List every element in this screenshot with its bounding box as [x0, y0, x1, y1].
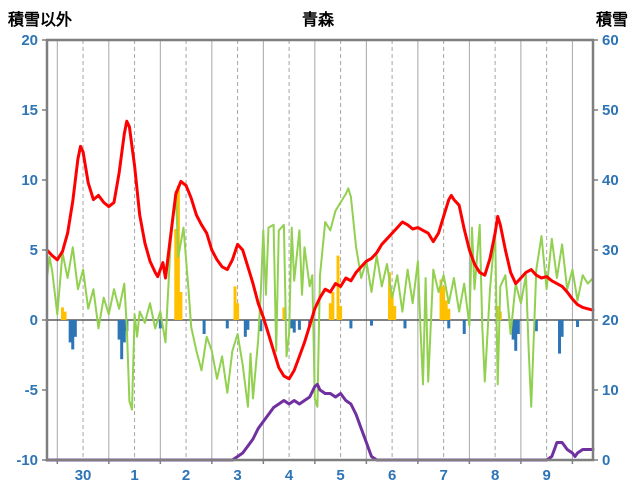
blue-bars — [292, 320, 296, 333]
blue-bars — [120, 320, 124, 360]
blue-bars — [73, 320, 77, 337]
blue-bars — [122, 320, 126, 343]
blue-bars — [511, 320, 515, 340]
red-line — [45, 119, 595, 381]
x-axis-label: 5 — [336, 467, 344, 484]
orange-bars — [339, 306, 343, 320]
blue-bars — [71, 320, 75, 350]
x-axis-label: 6 — [388, 467, 396, 484]
blue-bars — [243, 320, 247, 337]
orange-bars — [439, 279, 443, 320]
right-axis-tick-label: 50 — [602, 102, 619, 119]
blue-bars — [370, 320, 374, 326]
x-axis-label: 1 — [130, 467, 138, 484]
blue-bars — [246, 320, 250, 330]
orange-bars — [390, 292, 394, 320]
orange-bars — [282, 307, 286, 320]
left-axis-tick-label: -5 — [25, 382, 38, 399]
left-axis-tick-label: 20 — [21, 32, 38, 49]
blue-bars — [297, 320, 301, 330]
blue-bars — [558, 320, 562, 354]
blue-bars — [158, 320, 162, 329]
purple-line — [45, 382, 595, 462]
x-axis-label: 3 — [233, 467, 241, 484]
blue-bars — [117, 320, 121, 340]
blue-bars — [576, 320, 580, 327]
right-axis-tick-label: 60 — [602, 32, 619, 49]
blue-bars — [259, 320, 263, 332]
right-axis-tick-label: 40 — [602, 172, 619, 189]
orange-bars — [174, 229, 178, 320]
blue-bars — [462, 320, 466, 334]
orange-bars — [233, 286, 237, 320]
blue-bars — [202, 320, 206, 334]
blue-bars — [534, 320, 538, 332]
x-axis-label: 9 — [542, 467, 550, 484]
orange-bars — [388, 272, 392, 320]
blue-bars — [290, 320, 294, 329]
right-axis-tick-label: 20 — [602, 312, 619, 329]
right-axis-title: 積雪 — [595, 12, 628, 29]
orange-bars — [331, 292, 335, 320]
x-axis-label: 7 — [439, 467, 447, 484]
x-axis-label: 8 — [491, 467, 499, 484]
orange-bars — [328, 303, 332, 320]
left-axis-tick-label: -10 — [16, 452, 38, 469]
x-axis-label: 4 — [285, 467, 294, 484]
blue-bars — [560, 320, 564, 337]
left-axis-tick-label: 10 — [21, 172, 38, 189]
right-axis-tick-label: 30 — [602, 242, 619, 259]
left-axis-title: 積雪以外 — [8, 12, 73, 29]
orange-bars — [336, 255, 340, 320]
orange-bars — [444, 300, 448, 320]
chart-title: 青森 — [301, 12, 334, 29]
blue-bars — [403, 320, 407, 329]
left-axis-tick-label: 15 — [21, 102, 38, 119]
x-axis-label: 2 — [182, 467, 190, 484]
orange-bars — [442, 286, 446, 320]
orange-bars — [393, 306, 397, 320]
x-axis-label: 30 — [75, 467, 92, 484]
left-axis-tick-label: 5 — [30, 242, 38, 259]
orange-bars — [447, 308, 451, 320]
left-axis-tick-label: 0 — [30, 312, 38, 329]
blue-bars — [514, 320, 518, 351]
orange-bars — [63, 311, 67, 320]
right-axis-tick-label: 10 — [602, 382, 619, 399]
right-axis-tick-label: 0 — [602, 452, 610, 469]
orange-bars — [60, 307, 64, 320]
orange-bars — [236, 303, 240, 320]
blue-bars — [516, 320, 520, 334]
blue-bars — [68, 320, 72, 343]
orange-bars — [496, 306, 500, 320]
blue-bars — [349, 320, 353, 329]
blue-bars — [447, 320, 451, 329]
orange-bars — [179, 292, 183, 320]
blue-bars — [225, 320, 229, 329]
